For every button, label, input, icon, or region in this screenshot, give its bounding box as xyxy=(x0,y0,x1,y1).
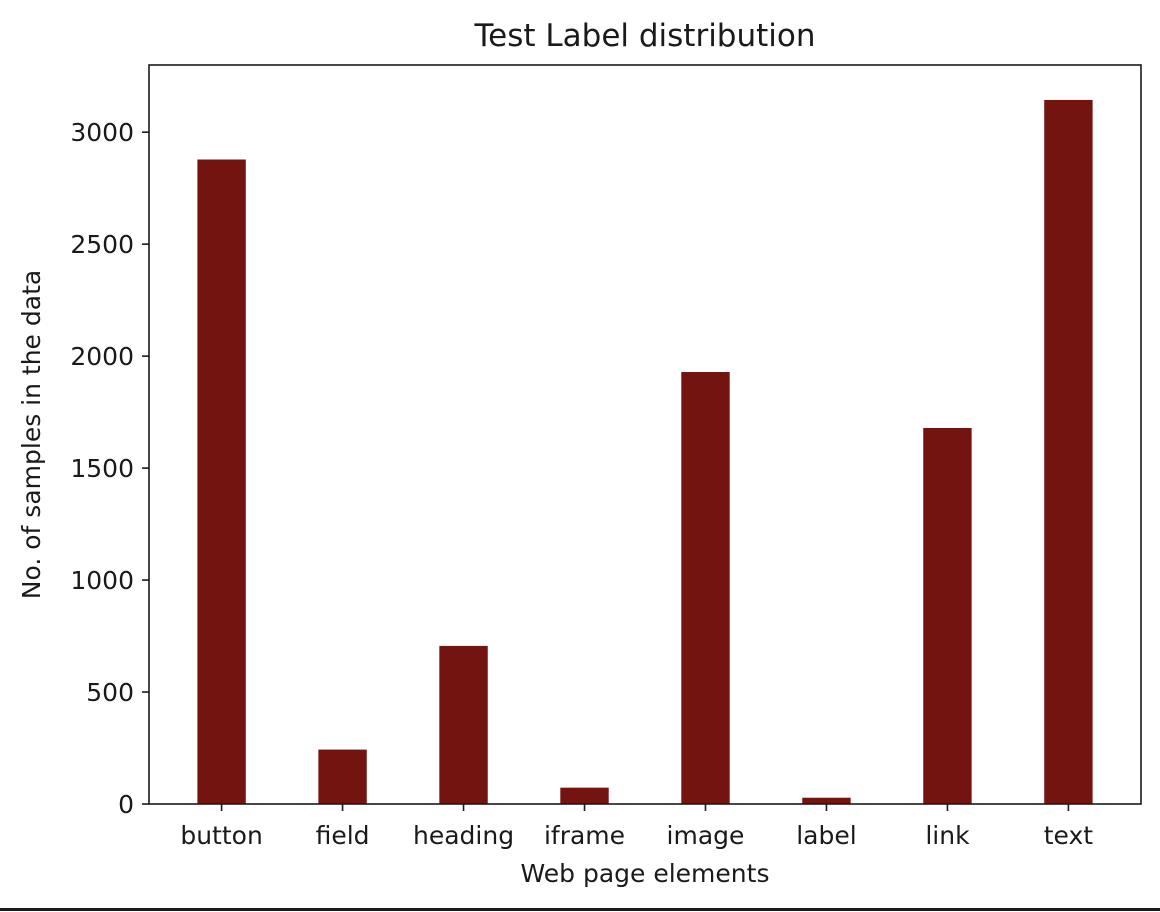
x-axis-label: Web page elements xyxy=(521,859,770,888)
bar-field xyxy=(318,749,367,804)
y-tick-label: 500 xyxy=(86,678,134,707)
x-tick-label: label xyxy=(796,821,856,850)
x-tick-label: field xyxy=(316,821,370,850)
y-tick-label: 2500 xyxy=(70,230,134,259)
plot-area-frame xyxy=(148,64,1142,805)
y-tick-label: 0 xyxy=(118,790,134,819)
bar-button xyxy=(197,159,246,804)
bar-iframe xyxy=(560,787,609,804)
bottom-border-line xyxy=(0,908,1160,911)
bar-link xyxy=(923,428,972,804)
y-tick-label: 1500 xyxy=(70,454,134,483)
bar-image xyxy=(681,372,730,804)
y-tick-label: 1000 xyxy=(70,566,134,595)
x-tick-label: link xyxy=(925,821,970,850)
bar-text xyxy=(1044,99,1093,804)
x-tick-label: text xyxy=(1044,821,1094,850)
bar-label xyxy=(802,797,851,804)
y-tick-label: 2000 xyxy=(70,342,134,371)
x-tick-label: iframe xyxy=(544,821,625,850)
x-tick-label: image xyxy=(667,821,745,850)
x-ticks-group: button field heading iframe image label link te… xyxy=(180,804,1093,850)
y-axis-label: No. of samples in the data xyxy=(17,270,46,599)
bar-heading xyxy=(439,645,488,804)
chart-title: Test Label distribution xyxy=(473,18,815,54)
y-ticks-group: 0 500 1000 1500 2000 2500 3000 xyxy=(70,118,149,819)
x-tick-label: button xyxy=(180,821,262,850)
bars-group xyxy=(197,99,1093,804)
x-tick-label: heading xyxy=(413,821,514,850)
y-tick-label: 3000 xyxy=(70,118,134,147)
